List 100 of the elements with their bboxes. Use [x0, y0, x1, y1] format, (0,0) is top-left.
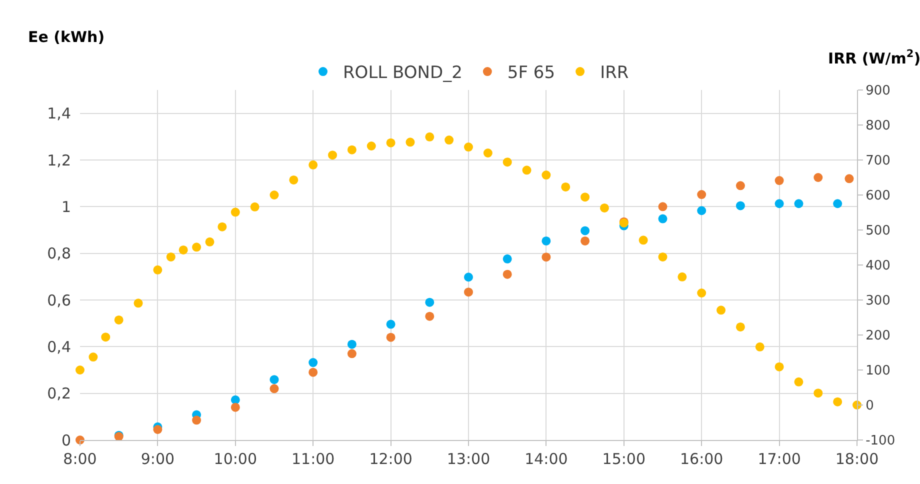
y-tick-label: 0,8 — [47, 244, 71, 263]
point — [774, 362, 784, 372]
y-tick-label: 0,6 — [47, 291, 71, 310]
point — [289, 175, 298, 184]
point — [697, 190, 706, 200]
point — [483, 148, 492, 158]
point — [406, 138, 415, 147]
point — [502, 158, 512, 167]
point — [774, 199, 784, 208]
y-tick-label: 0 — [61, 431, 71, 450]
y2-tick-label: 900 — [866, 84, 890, 99]
point — [386, 138, 396, 148]
point — [270, 384, 279, 394]
point — [464, 288, 473, 297]
x-tick-label: 13:00 — [446, 450, 490, 468]
point — [250, 202, 260, 212]
point — [638, 236, 648, 245]
y-tick-label: 1 — [61, 198, 71, 216]
point — [76, 366, 84, 374]
y2-tick-label: 0 — [866, 398, 874, 414]
x-tick-label: 14:00 — [524, 450, 568, 468]
point — [814, 388, 823, 398]
y2-tick-label: 400 — [866, 258, 890, 274]
point — [580, 236, 590, 246]
point — [794, 199, 804, 208]
point — [542, 170, 551, 180]
y-tick-label: 0,4 — [47, 338, 71, 356]
point — [101, 332, 110, 342]
point — [658, 202, 668, 212]
point — [600, 203, 609, 212]
point — [230, 395, 240, 404]
x-tick-label: 11:00 — [291, 450, 335, 468]
point — [205, 237, 214, 246]
point — [833, 397, 842, 406]
point — [464, 142, 473, 152]
point — [347, 349, 356, 358]
point — [580, 192, 590, 202]
y2-tick-label: 100 — [866, 364, 890, 379]
point — [153, 425, 162, 434]
point — [658, 252, 668, 262]
y2-tick-label: 200 — [866, 328, 890, 344]
point — [833, 199, 842, 208]
point — [114, 315, 124, 324]
point — [444, 136, 454, 145]
x-tick-label: 15:00 — [602, 450, 646, 468]
x-tick-label: 9:00 — [140, 450, 175, 468]
point — [522, 166, 532, 175]
point — [178, 245, 188, 254]
point — [386, 320, 396, 329]
point — [366, 142, 376, 150]
point — [153, 265, 162, 274]
y-axis-title: Ee (kWh) — [28, 28, 105, 46]
point — [425, 132, 434, 142]
point — [386, 332, 396, 342]
point — [166, 252, 176, 262]
point — [270, 190, 279, 200]
point — [844, 174, 854, 184]
point — [425, 312, 434, 321]
point — [328, 150, 338, 160]
y-tick-label: 1,2 — [47, 151, 71, 170]
point — [755, 342, 764, 352]
x-tick-label: 16:00 — [680, 450, 724, 468]
point — [542, 252, 551, 262]
y2-tick-label: 300 — [866, 294, 890, 309]
point — [658, 214, 668, 224]
legend-label: IRR — [600, 63, 629, 84]
point — [580, 226, 590, 236]
x-tick-label: 18:00 — [835, 450, 879, 468]
point — [425, 298, 434, 307]
point — [774, 176, 784, 186]
point — [736, 181, 745, 190]
point — [697, 206, 706, 216]
y-tick-label: 1,4 — [47, 104, 71, 123]
point — [794, 377, 804, 386]
point — [697, 288, 706, 298]
point — [716, 306, 726, 315]
point — [230, 208, 240, 217]
point — [347, 340, 356, 349]
y2-tick-label: 600 — [866, 188, 890, 204]
legend-label: 5F 65 — [507, 63, 556, 84]
y2-tick-label: -100 — [866, 434, 896, 449]
point — [192, 242, 202, 252]
point — [218, 222, 227, 232]
point — [736, 322, 745, 332]
y2-tick-label: 700 — [866, 154, 890, 169]
point — [134, 298, 143, 308]
point — [502, 254, 512, 264]
point — [464, 272, 473, 282]
point — [308, 358, 318, 368]
point — [230, 402, 240, 412]
y2-axis-title: IRR (W/m$^{2}$) — [828, 48, 920, 68]
point — [736, 201, 745, 210]
point — [308, 160, 318, 170]
x-tick-label: 8:00 — [63, 450, 97, 468]
x-tick-label: 10:00 — [214, 450, 258, 468]
x-tick-label: 17:00 — [758, 450, 801, 468]
point — [308, 368, 318, 377]
y-tick-label: 0,2 — [47, 384, 71, 403]
point — [192, 416, 202, 425]
y2-tick-label: 800 — [866, 118, 890, 134]
